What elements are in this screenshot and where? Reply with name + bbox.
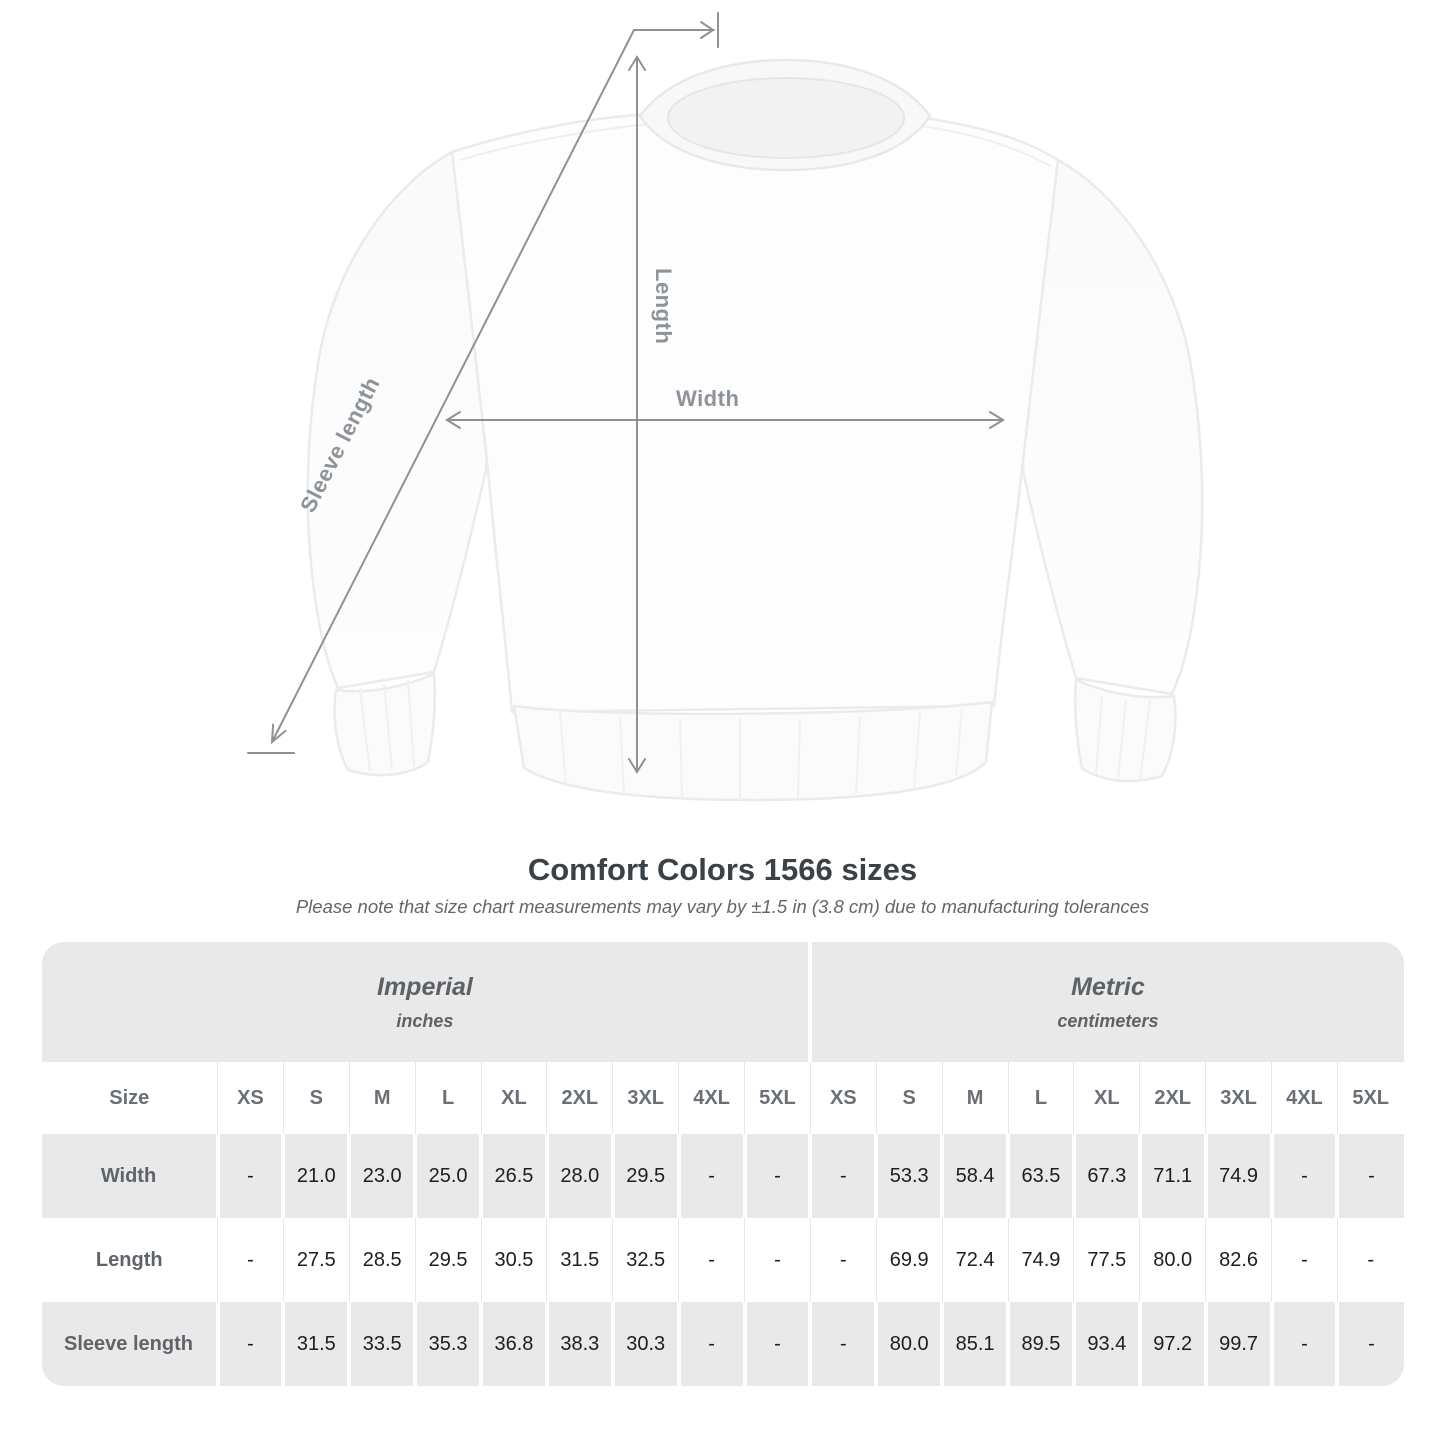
tolerance-note: Please note that size chart measurements… bbox=[295, 896, 1150, 917]
value-cell: 74.9 bbox=[1007, 1218, 1074, 1302]
value-cell: - bbox=[215, 1134, 284, 1218]
size-header-cell: XS bbox=[217, 1062, 284, 1134]
value-cell: - bbox=[678, 1218, 745, 1302]
row-label: Width bbox=[41, 1134, 218, 1218]
size-column-header: Size bbox=[41, 1062, 218, 1134]
value-cell: 93.4 bbox=[1071, 1302, 1140, 1386]
value-cell: - bbox=[1336, 1218, 1404, 1302]
metric-label: Metric bbox=[1071, 972, 1145, 1001]
size-header-cell: M bbox=[941, 1062, 1008, 1134]
value-cell: 71.1 bbox=[1137, 1134, 1206, 1218]
imperial-group-header: Imperial inches bbox=[41, 942, 811, 1062]
value-cell: - bbox=[676, 1302, 745, 1386]
value-cell: 27.5 bbox=[282, 1218, 350, 1302]
value-cell: - bbox=[744, 1218, 811, 1302]
value-cell: - bbox=[809, 1218, 877, 1302]
size-header-cell: L bbox=[1007, 1062, 1074, 1134]
width-label: Width bbox=[676, 386, 740, 411]
size-chart-table: Imperial inches Metric centimeters Size … bbox=[41, 942, 1404, 1386]
metric-unit: centimeters bbox=[1057, 1010, 1159, 1031]
value-cell: 25.0 bbox=[413, 1134, 481, 1218]
value-cell: 36.8 bbox=[479, 1302, 547, 1386]
size-header-cell: M bbox=[348, 1062, 416, 1134]
size-header-cell: 3XL bbox=[1205, 1062, 1272, 1134]
sweatshirt-illustration bbox=[247, 12, 1204, 802]
size-header-cell: S bbox=[875, 1062, 943, 1134]
row-label: Length bbox=[41, 1218, 218, 1302]
value-cell: 82.6 bbox=[1205, 1218, 1272, 1302]
value-cell: 31.5 bbox=[281, 1302, 350, 1386]
value-cell: - bbox=[215, 1302, 284, 1386]
value-cell: 33.5 bbox=[347, 1302, 416, 1386]
value-cell: 89.5 bbox=[1006, 1302, 1074, 1386]
size-header-cell: XL bbox=[1073, 1062, 1140, 1134]
length-label: Length bbox=[651, 268, 676, 345]
value-cell: 26.5 bbox=[479, 1134, 547, 1218]
size-header-cell: 2XL bbox=[1139, 1062, 1206, 1134]
value-cell: 85.1 bbox=[940, 1302, 1008, 1386]
value-cell: 74.9 bbox=[1203, 1134, 1272, 1218]
length-row: Length - 27.5 28.5 29.5 30.5 31.5 32.5 -… bbox=[41, 1218, 1404, 1302]
row-label: Sleeve length bbox=[41, 1302, 218, 1386]
size-header-cell: XS bbox=[809, 1062, 877, 1134]
value-cell: 72.4 bbox=[941, 1218, 1008, 1302]
size-header-cell: 5XL bbox=[1336, 1062, 1404, 1134]
value-cell: 28.5 bbox=[348, 1218, 416, 1302]
value-cell: - bbox=[1335, 1134, 1404, 1218]
size-header-cell: 4XL bbox=[678, 1062, 745, 1134]
value-cell: 32.5 bbox=[612, 1218, 679, 1302]
value-cell: - bbox=[676, 1134, 745, 1218]
value-cell: 77.5 bbox=[1073, 1218, 1140, 1302]
value-cell: 29.5 bbox=[414, 1218, 481, 1302]
value-cell: 31.5 bbox=[546, 1218, 613, 1302]
sleeve-length-row: Sleeve length - 31.5 33.5 35.3 36.8 38.3… bbox=[41, 1302, 1404, 1386]
value-cell: 21.0 bbox=[281, 1134, 350, 1218]
value-cell: 30.5 bbox=[480, 1218, 547, 1302]
value-cell: - bbox=[808, 1302, 877, 1386]
value-cell: - bbox=[742, 1302, 811, 1386]
value-cell: 23.0 bbox=[347, 1134, 416, 1218]
value-cell: - bbox=[808, 1134, 877, 1218]
sweatshirt-size-diagram: Width Length Sleeve length bbox=[247, 12, 1204, 802]
value-cell: 97.2 bbox=[1137, 1302, 1206, 1386]
size-header-cell: S bbox=[282, 1062, 350, 1134]
value-cell: 80.0 bbox=[1139, 1218, 1206, 1302]
value-cell: 80.0 bbox=[874, 1302, 943, 1386]
page-title: Comfort Colors 1566 sizes bbox=[527, 852, 918, 887]
value-cell: 69.9 bbox=[875, 1218, 943, 1302]
value-cell: 35.3 bbox=[413, 1302, 481, 1386]
width-row: Width - 21.0 23.0 25.0 26.5 28.0 29.5 - … bbox=[41, 1134, 1404, 1218]
value-cell: 38.3 bbox=[544, 1302, 613, 1386]
value-cell: - bbox=[1271, 1218, 1338, 1302]
value-cell: 53.3 bbox=[874, 1134, 943, 1218]
value-cell: 67.3 bbox=[1071, 1134, 1140, 1218]
value-cell: - bbox=[1335, 1302, 1404, 1386]
value-cell: - bbox=[742, 1134, 811, 1218]
value-cell: 29.5 bbox=[610, 1134, 679, 1218]
size-header-cell: L bbox=[414, 1062, 481, 1134]
size-header-cell: 4XL bbox=[1271, 1062, 1338, 1134]
value-cell: 63.5 bbox=[1006, 1134, 1074, 1218]
size-header-cell: 3XL bbox=[612, 1062, 679, 1134]
value-cell: - bbox=[1269, 1302, 1338, 1386]
size-header-cell: XL bbox=[480, 1062, 547, 1134]
value-cell: 58.4 bbox=[940, 1134, 1008, 1218]
size-header-cell: 5XL bbox=[744, 1062, 811, 1134]
value-cell: - bbox=[217, 1218, 284, 1302]
size-table: Imperial inches Metric centimeters Size … bbox=[41, 942, 1404, 1386]
value-cell: - bbox=[1269, 1134, 1338, 1218]
value-cell: 99.7 bbox=[1203, 1302, 1272, 1386]
size-header-cell: 2XL bbox=[546, 1062, 613, 1134]
size-header-row: Size XS S M L XL 2XL 3XL 4XL 5XL XS S M … bbox=[41, 1062, 1404, 1134]
unit-group-row: Imperial inches Metric centimeters bbox=[41, 942, 1404, 1062]
imperial-label: Imperial bbox=[377, 972, 473, 1001]
value-cell: 30.3 bbox=[610, 1302, 679, 1386]
metric-group-header: Metric centimeters bbox=[808, 942, 1404, 1062]
imperial-unit: inches bbox=[396, 1010, 454, 1031]
value-cell: 28.0 bbox=[544, 1134, 613, 1218]
